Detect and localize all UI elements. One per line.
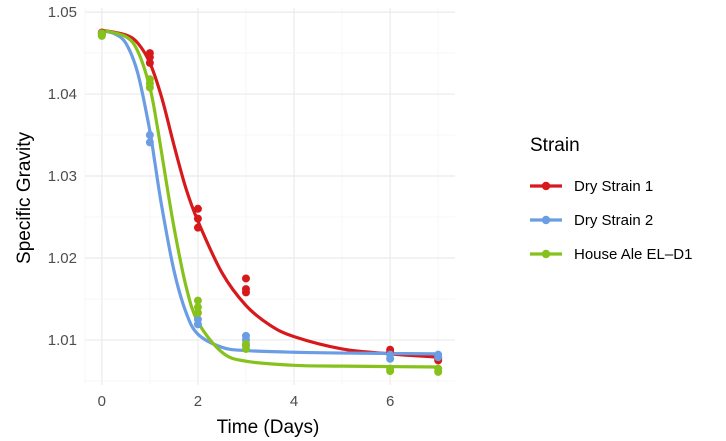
y-tick-label: 1.04 xyxy=(48,86,77,103)
x-tick-label: 2 xyxy=(194,393,202,410)
x-tick-label: 0 xyxy=(98,393,106,410)
x-axis-title: Time (Days) xyxy=(217,417,320,438)
data-point xyxy=(98,32,106,40)
data-point xyxy=(146,138,154,146)
legend-key-point xyxy=(542,216,550,224)
legend-title: Strain xyxy=(530,135,580,156)
data-point xyxy=(194,320,202,328)
legend-label: House Ale EL–D1 xyxy=(574,246,692,263)
grid xyxy=(85,8,455,385)
legend-item: Dry Strain 1 xyxy=(530,178,653,195)
y-tick-label: 1.02 xyxy=(48,250,77,267)
data-point xyxy=(146,131,154,139)
legend-item: Dry Strain 2 xyxy=(530,212,653,229)
data-point xyxy=(194,205,202,213)
y-tick-label: 1.03 xyxy=(48,168,77,185)
legend-items: Dry Strain 1 Dry Strain 2 House Ale EL–D1 xyxy=(530,178,692,263)
data-point xyxy=(146,83,154,91)
legend-label: Dry Strain 2 xyxy=(574,212,653,229)
legend-item: House Ale EL–D1 xyxy=(530,246,692,263)
data-point xyxy=(242,274,250,282)
y-tick-label: 1.01 xyxy=(48,332,77,349)
x-tick-label: 6 xyxy=(386,393,394,410)
data-point xyxy=(194,224,202,232)
legend-key-point xyxy=(542,182,550,190)
data-point xyxy=(434,368,442,376)
data-point xyxy=(434,353,442,361)
data-point xyxy=(386,355,394,363)
y-axis-ticks: 1.01 1.02 1.03 1.04 1.05 xyxy=(48,4,77,349)
data-point xyxy=(194,309,202,317)
data-point xyxy=(194,215,202,223)
data-point xyxy=(146,59,154,67)
y-tick-label: 1.05 xyxy=(48,4,77,21)
x-axis-ticks: 0 2 4 6 xyxy=(98,393,395,410)
data-point xyxy=(386,367,394,375)
data-point xyxy=(242,288,250,296)
data-point xyxy=(242,345,250,353)
legend: Strain Dry Strain 1 Dry Strain 2 House Ale… xyxy=(530,135,692,263)
legend-key-point xyxy=(542,250,550,258)
y-axis-title: Specific Gravity xyxy=(14,132,35,264)
legend-label: Dry Strain 1 xyxy=(574,178,653,195)
x-tick-label: 4 xyxy=(290,393,298,410)
